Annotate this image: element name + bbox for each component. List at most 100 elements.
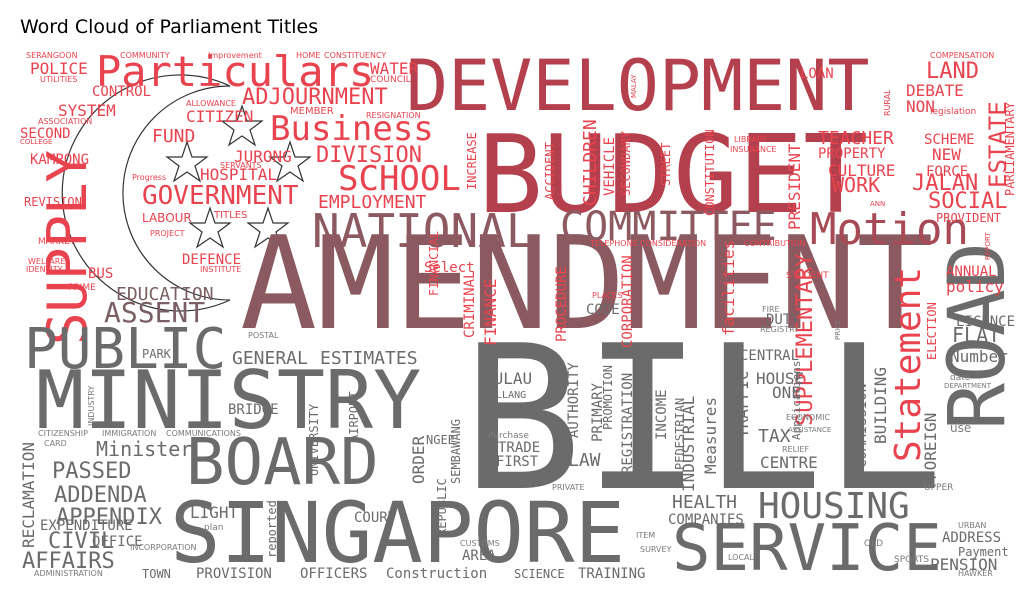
- word-bus: BUS: [88, 266, 113, 282]
- word-officers: OFFICERS: [300, 566, 367, 582]
- word-industrial: INDUSTRIAL: [679, 396, 698, 492]
- word-business: Business: [270, 109, 434, 149]
- word-vehicle: VEHICLE: [602, 137, 618, 196]
- word-system: SYSTEM: [58, 101, 116, 120]
- word-expenditure: EXPENDITURE: [40, 518, 133, 534]
- word-central: CENTRAL: [740, 348, 799, 364]
- word-university: UNIVERSITY: [307, 403, 321, 476]
- small-word-contribution: CONTRIBUTION: [744, 239, 806, 248]
- word-teacher: TEACHER: [818, 128, 894, 149]
- word-commission: COMMISSION: [854, 384, 870, 468]
- small-word-improvement: Improvement: [208, 51, 262, 60]
- word-division: DIVISION: [316, 143, 422, 168]
- small-word-servants: SERVANTS: [220, 161, 262, 170]
- word-supplementary: SUPPLEMENTARY: [793, 254, 818, 426]
- small-word-compensation: COMPENSATION: [930, 51, 994, 60]
- small-word-legislation: legislation: [930, 107, 976, 117]
- word-one: ONE: [772, 383, 801, 402]
- word-trade: TRADE: [498, 440, 540, 456]
- word-pension: PENSION: [930, 555, 997, 574]
- word-jurong: JURONG: [234, 147, 292, 166]
- small-word-citizenship: CITIZENSHIP: [38, 429, 88, 438]
- word-hospital: HOSPITAL: [200, 165, 277, 184]
- word-reclamation: RECLAMATION: [19, 442, 38, 548]
- word-kampong: KAMPONG: [30, 152, 89, 168]
- word-housing: HOUSING: [758, 486, 910, 527]
- word-estimates: ESTIMATES: [320, 348, 418, 369]
- word-annual: ANNUAL: [946, 264, 997, 280]
- star-icon: [165, 140, 209, 183]
- small-word-registry: REGISTRY: [760, 325, 799, 334]
- small-word-card: CARD: [44, 439, 67, 448]
- small-word-college: COLLEGE: [20, 138, 52, 146]
- small-word-administration: ADMINISTRATION: [34, 569, 103, 578]
- word-new: NEW: [932, 145, 961, 164]
- word-supply: SUPPLY: [36, 150, 99, 345]
- small-word-communications: COMMUNICATIONS: [166, 429, 241, 438]
- word-town: TOWN: [142, 567, 171, 581]
- word-finance: FINANCE: [481, 279, 500, 346]
- word-facilities: facilities: [719, 240, 738, 336]
- word-civil: CIVIL: [48, 529, 114, 554]
- word-debate: DEBATE: [906, 81, 964, 100]
- word-ministry: MINISTRY: [36, 354, 421, 447]
- word-sembawang: SEMBAWANG: [449, 419, 463, 484]
- word-service: SERVICE: [672, 512, 942, 586]
- small-word-resignation: RESIGNATION: [366, 111, 421, 120]
- word-procedure: PROCEDURE: [554, 266, 570, 342]
- small-word-relief: RELIEF: [782, 445, 809, 454]
- word-republic: REPUBLIC: [435, 478, 449, 536]
- small-word-welfare: WELFARE: [28, 257, 65, 266]
- word-area: AREA: [462, 548, 496, 564]
- chart-title: Word Cloud of Parliament Titles: [20, 16, 319, 38]
- small-word-community: COMMUNITY: [120, 51, 170, 60]
- star-icon: [220, 104, 264, 147]
- small-word-immigration: IMMIGRATION: [102, 429, 156, 438]
- small-word-project: PROJECT: [150, 229, 185, 238]
- word-applications: Applications: [790, 361, 803, 440]
- small-word-customs: CUSTOMS: [460, 539, 500, 548]
- small-word-market: MARKET: [38, 237, 76, 247]
- word-loan: LOAN: [800, 66, 834, 82]
- word-pedestrian: PEDESTRIAN: [673, 398, 687, 470]
- small-word-economic: ECONOMIC: [786, 413, 830, 422]
- small-word-postal: POSTAL: [248, 331, 279, 340]
- small-word-institute: INSTITUTE: [200, 265, 241, 274]
- word-flat: FLAT: [952, 323, 1000, 347]
- small-word-survey: SURVEY: [640, 545, 672, 554]
- word-education: EDUCATION: [116, 284, 214, 305]
- small-word-assistance: ASSISTANCE: [788, 426, 831, 434]
- small-word-utilities: UTILITIES: [40, 75, 77, 84]
- word-secondary: SECONDARY: [619, 130, 633, 196]
- small-word-constituency: CONSTITUENCY: [324, 51, 386, 60]
- word-election: ELECTION: [925, 302, 939, 360]
- word-passed: PASSED: [52, 459, 131, 484]
- small-word-council: COUNCIL: [370, 75, 411, 85]
- small-word-plan: plan: [204, 523, 223, 533]
- word-measures: Measures: [701, 397, 720, 474]
- word-authority: AUTHORITY: [566, 362, 582, 438]
- word-president: PRESIDENT: [785, 143, 804, 230]
- word-statement: Statement: [888, 267, 929, 462]
- small-word-date: date: [950, 373, 971, 383]
- word-financial: FINANCIAL: [427, 231, 441, 296]
- small-word-department: DEPARTMENT: [944, 382, 992, 390]
- word-defence: DEFENCE: [182, 252, 241, 268]
- word-traffic: TRAFFIC: [733, 371, 752, 438]
- small-word-labour: LABOUR: [142, 211, 192, 225]
- small-word-places: PLACES: [592, 291, 623, 300]
- word-licence: LICENCE: [956, 314, 1015, 330]
- small-word-incorporation: INCORPORATION: [130, 543, 197, 552]
- word-public: PUBLIC: [24, 317, 226, 382]
- word-registration: REGISTRATION: [620, 373, 636, 474]
- word-general: GENERAL: [232, 348, 308, 369]
- word-light: LIGHT: [190, 503, 239, 522]
- word-employment: EMPLOYMENT: [318, 192, 427, 213]
- word-select: Select: [424, 260, 475, 276]
- small-word-consideration: CONSIDERATION: [640, 239, 706, 248]
- word-citizen: CITIZEN: [186, 107, 253, 126]
- small-word-progress: Progress: [132, 173, 166, 182]
- word-scheme: SCHEME: [924, 132, 975, 148]
- word-increase: INCREASE: [465, 132, 479, 190]
- word-particulars: Particulars: [96, 47, 374, 96]
